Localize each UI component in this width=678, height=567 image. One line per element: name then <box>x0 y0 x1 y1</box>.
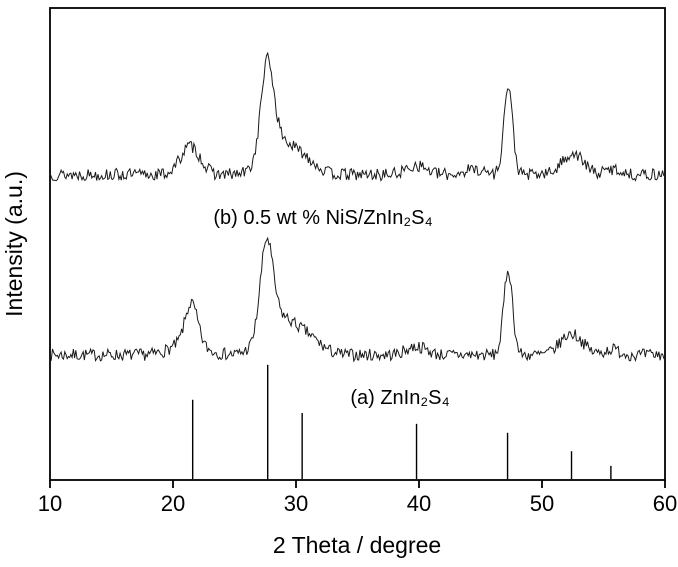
x-tick-label: 50 <box>530 491 554 516</box>
y-axis-title: Intensity (a.u.) <box>1 171 27 317</box>
series-a-label: (a) ZnIn₂S₄ <box>350 387 449 409</box>
x-tick-label: 60 <box>653 491 677 516</box>
plot-frame <box>49 7 666 481</box>
x-tick-label: 30 <box>284 491 308 516</box>
series-b-label: (b) 0.5 wt % NiS/ZnIn₂S₄ <box>213 207 432 229</box>
x-tick-label: 10 <box>38 491 62 516</box>
x-axis-title: 2 Theta / degree <box>273 532 441 558</box>
reference-pattern-sticks <box>191 364 612 479</box>
x-axis-ticks: 10 20 30 40 50 60 <box>38 480 677 516</box>
xrd-traces <box>49 51 666 363</box>
xrd-trace-b <box>49 51 666 182</box>
xrd-trace-a <box>49 236 666 363</box>
x-tick-label: 20 <box>161 491 185 516</box>
x-tick-label: 40 <box>407 491 431 516</box>
